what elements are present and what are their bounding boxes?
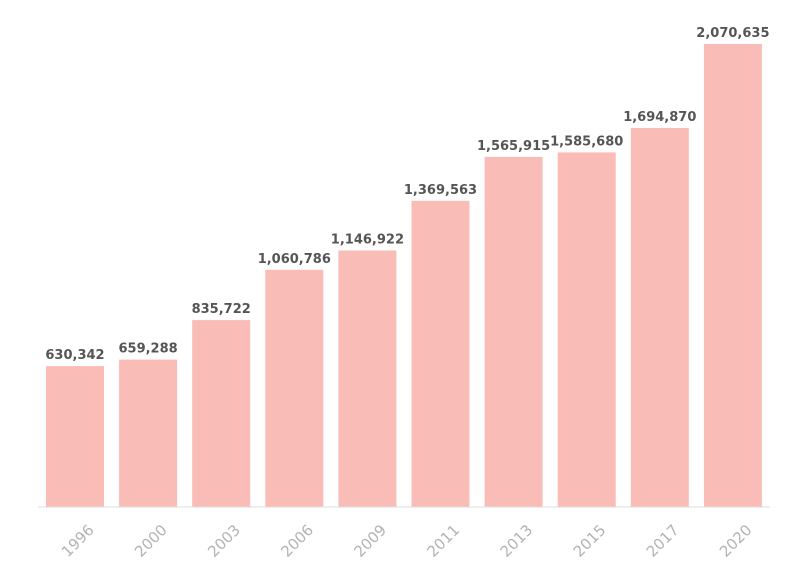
value-label-2000: 659,288 xyxy=(118,342,177,357)
bar-2015 xyxy=(557,152,616,507)
value-label-2006: 1,060,786 xyxy=(258,252,331,267)
bar-2000 xyxy=(119,359,178,507)
x-tick-label-2011: 2011 xyxy=(424,521,464,561)
value-label-2009: 1,146,922 xyxy=(331,233,404,248)
x-tick-label-1996: 1996 xyxy=(58,521,98,561)
bar-2013 xyxy=(484,156,543,507)
value-label-2013: 1,565,915 xyxy=(477,139,550,154)
x-tick-label-2009: 2009 xyxy=(350,521,390,561)
x-tick-label-2003: 2003 xyxy=(204,521,244,561)
bar-2003 xyxy=(192,320,251,507)
bar-2006 xyxy=(265,269,324,507)
value-label-2020: 2,070,635 xyxy=(696,26,769,41)
value-label-2015: 1,585,680 xyxy=(550,134,623,149)
x-tick-label-2006: 2006 xyxy=(277,521,317,561)
bar-2009 xyxy=(338,250,397,507)
x-tick-label-2017: 2017 xyxy=(643,521,683,561)
bars-group xyxy=(46,44,762,508)
x-tick-label-2013: 2013 xyxy=(497,521,537,561)
bar-2011 xyxy=(411,200,470,508)
value-label-2011: 1,369,563 xyxy=(404,183,477,198)
bar-2020 xyxy=(703,44,762,507)
bar-1996 xyxy=(46,366,104,507)
value-label-2003: 835,722 xyxy=(192,302,251,317)
value-label-2017: 1,694,870 xyxy=(623,110,696,125)
x-tick-labels-group: 1996 2000 2003 2006 2009 2011 2013 2015 2017 2020 xyxy=(58,521,756,561)
x-tick-label-2000: 2000 xyxy=(131,521,171,561)
value-label-1996: 630,342 xyxy=(45,348,104,363)
x-tick-label-2015: 2015 xyxy=(570,521,610,561)
x-tick-label-2020: 2020 xyxy=(716,521,756,561)
bar-2017 xyxy=(630,128,689,507)
